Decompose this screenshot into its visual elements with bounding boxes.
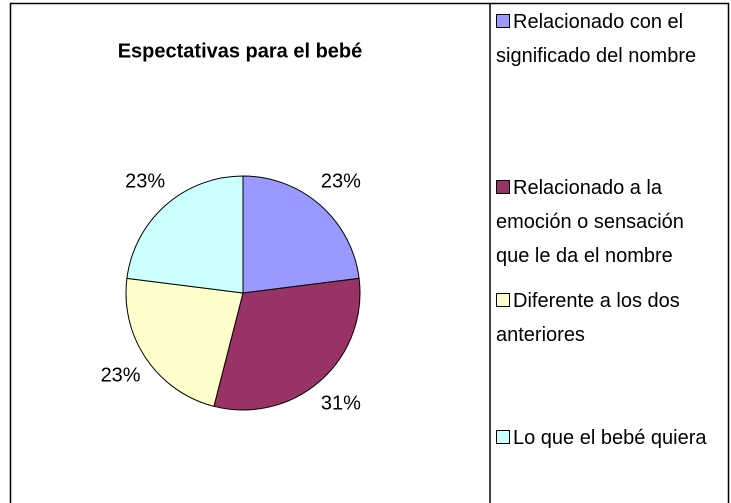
legend-label: Relacionado con el significado del nombr… [496,11,697,67]
legend-entry: Relacionado con el significado del nombr… [496,5,711,73]
data-label: 31% [321,392,361,414]
pie-slice [125,277,244,407]
chart-title: Espectativas para el bebé [118,40,363,62]
legend-swatch [496,180,510,194]
data-label: 23% [321,170,361,192]
data-label: 23% [125,170,165,192]
legend-label: Lo que el bebé quiera [513,427,707,449]
legend-entry: Diferente a los dos anteriores [496,284,711,352]
legend-swatch [496,430,510,444]
legend-entry: Relacionado a la emoción o sensación que… [496,171,711,273]
pie-slice [242,175,360,294]
chart-border [9,2,730,503]
legend-swatch [496,14,510,28]
legend-label: Diferente a los dos anteriores [496,290,680,346]
legend-swatch [496,293,510,307]
data-label: 23% [101,364,141,386]
legend-label: Relacionado a la emoción o sensación que… [496,177,684,267]
pie-slice [213,277,361,411]
pie-slice [126,175,244,294]
legend-entry: Lo que el bebé quiera [496,421,711,455]
